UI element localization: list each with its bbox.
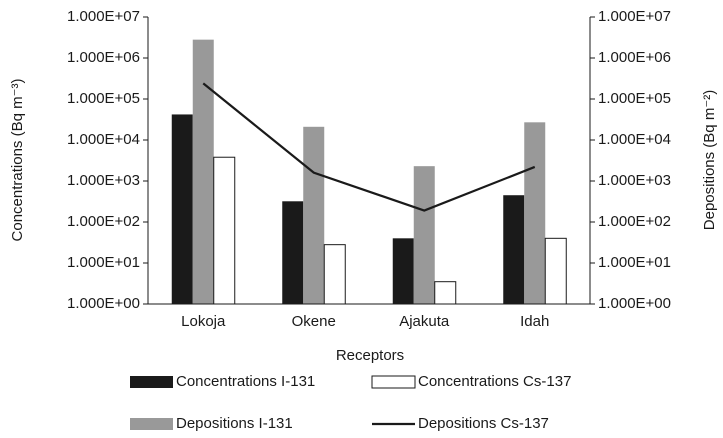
x-tick-label: Ajakuta [399, 313, 450, 330]
y2-tick-label: 1.000E+02 [598, 213, 671, 230]
legend-label: Concentrations I-131 [176, 373, 315, 390]
y-tick-label: 1.000E+07 [67, 8, 140, 25]
bar [171, 114, 193, 304]
bar [323, 244, 346, 305]
bar [413, 166, 435, 304]
x-tick-label: Lokoja [181, 313, 226, 330]
y2-tick-label: 1.000E+05 [598, 90, 671, 107]
bar [503, 195, 525, 304]
bar [213, 156, 236, 305]
y-tick-label: 1.000E+04 [67, 131, 140, 148]
x-axis-label: Receptors [336, 347, 404, 364]
bar [524, 122, 546, 304]
bar [282, 201, 304, 304]
y2-tick-label: 1.000E+00 [598, 295, 671, 312]
legend-swatch [371, 375, 416, 389]
x-tick-label: Idah [520, 313, 549, 330]
y-tick-label: 1.000E+01 [67, 254, 140, 271]
legend-swatch [130, 376, 173, 388]
bar [544, 237, 567, 305]
y-axis-label: Concentrations (Bq m⁻³) [9, 79, 26, 242]
y2-axis-label: Depositions (Bq m⁻²) [701, 90, 718, 230]
legend-label: Depositions Cs-137 [418, 415, 549, 432]
y2-tick-label: 1.000E+06 [598, 49, 671, 66]
x-tick-label: Okene [292, 313, 336, 330]
legend-label: Concentrations Cs-137 [418, 373, 571, 390]
y2-tick-label: 1.000E+04 [598, 131, 671, 148]
y-tick-label: 1.000E+00 [67, 295, 140, 312]
y-tick-label: 1.000E+02 [67, 213, 140, 230]
bar [192, 39, 214, 305]
legend-swatch [130, 418, 173, 430]
y2-tick-label: 1.000E+07 [598, 8, 671, 25]
line [202, 82, 536, 212]
bar [303, 126, 325, 305]
y-tick-label: 1.000E+06 [67, 49, 140, 66]
y2-tick-label: 1.000E+01 [598, 254, 671, 271]
bar [434, 281, 457, 305]
bar [392, 238, 414, 304]
y-tick-label: 1.000E+05 [67, 90, 140, 107]
y-tick-label: 1.000E+03 [67, 172, 140, 189]
y2-tick-label: 1.000E+03 [598, 172, 671, 189]
legend-label: Depositions I-131 [176, 415, 293, 432]
